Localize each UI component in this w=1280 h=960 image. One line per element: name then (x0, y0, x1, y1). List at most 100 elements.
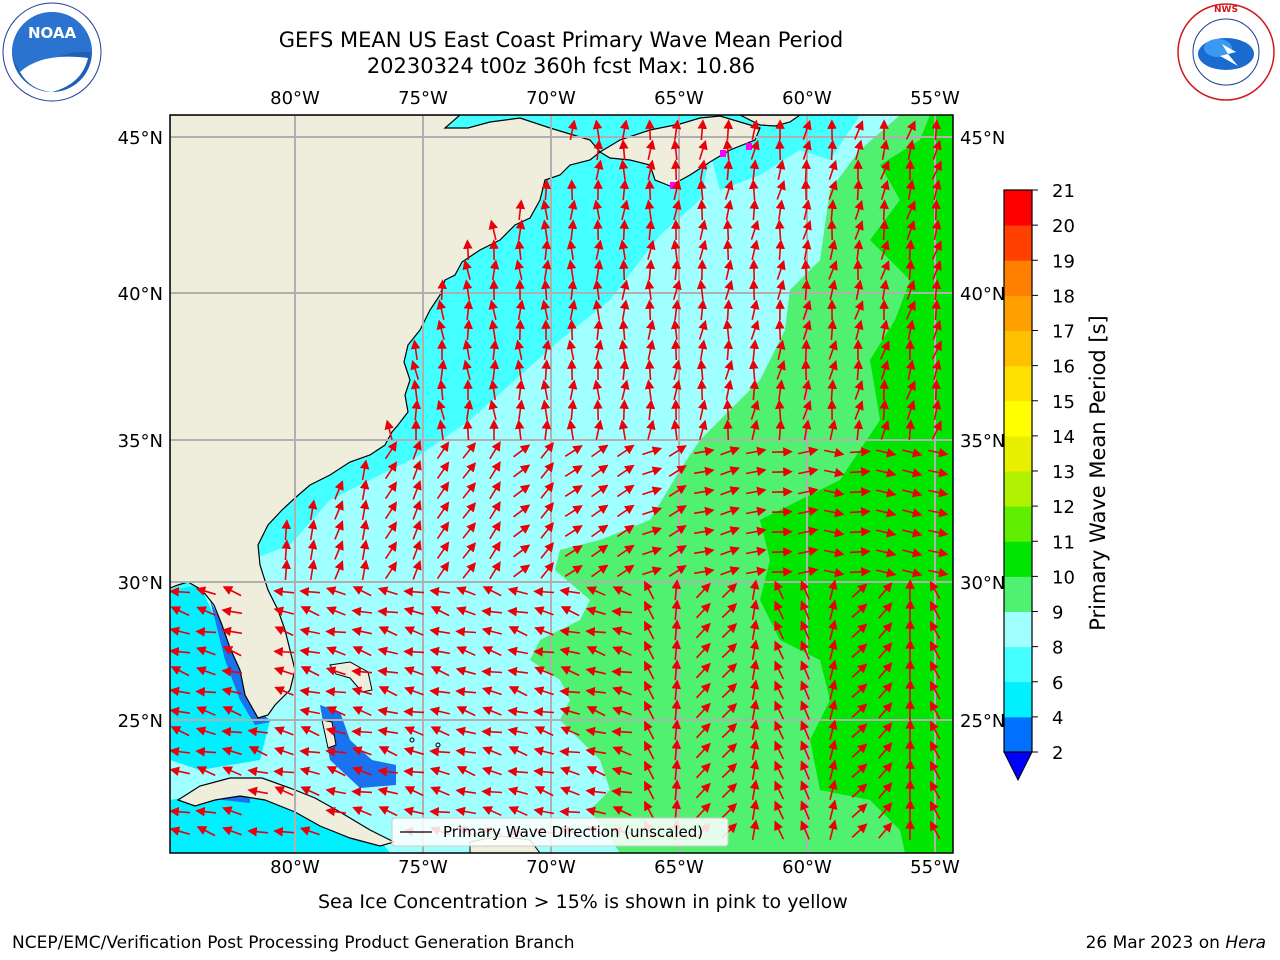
wave-arrow (828, 359, 838, 380)
wave-arrow (533, 647, 555, 657)
wave-arrow (489, 461, 501, 480)
wave-arrow (412, 500, 422, 520)
wave-arrow (749, 619, 760, 641)
wave-arrow (594, 159, 604, 180)
wave-arrow (750, 419, 760, 440)
wave-arrow (745, 466, 767, 477)
wave-arrow (410, 359, 420, 380)
wave-arrow (488, 379, 499, 401)
wave-arrow (489, 359, 500, 381)
wave-arrow (618, 159, 629, 181)
wave-arrow (671, 299, 682, 321)
wave-arrow (800, 760, 810, 780)
wave-arrow (299, 626, 320, 637)
wave-arrow (931, 399, 942, 421)
wave-arrow (489, 521, 501, 540)
wave-arrow (854, 139, 864, 160)
wave-arrow (455, 627, 477, 637)
wave-arrow (801, 239, 812, 261)
wave-arrow (593, 259, 604, 281)
wave-arrow (671, 699, 682, 721)
wave-arrow (566, 419, 577, 441)
wave-arrow (378, 686, 398, 697)
wave-arrow (906, 399, 916, 420)
wave-arrow (824, 527, 845, 538)
wave-arrow (482, 746, 502, 756)
wave-arrow (412, 560, 422, 580)
wave-arrow (196, 666, 216, 676)
wave-arrow (693, 526, 715, 537)
wave-arrow (489, 541, 501, 560)
wave-arrow (697, 299, 708, 321)
wave-arrow (800, 720, 810, 740)
wave-arrow (749, 579, 760, 601)
wave-arrow (801, 379, 812, 400)
colorbar-tick-label: 21 (1052, 181, 1075, 202)
date-credit-host: Hera (1225, 933, 1266, 953)
wave-arrow (514, 359, 525, 381)
wave-arrow (564, 445, 583, 457)
wave-arrow (436, 541, 450, 560)
period-zone-bright-green (760, 115, 953, 853)
wave-arrow (482, 646, 502, 657)
wave-arrow (878, 802, 893, 819)
wave-arrow (507, 766, 529, 777)
wave-arrow (540, 441, 554, 459)
wave-arrow (879, 219, 889, 241)
wave-arrow (928, 527, 949, 538)
wave-arrow (507, 586, 528, 596)
wave-arrow (515, 399, 526, 421)
wave-arrow (931, 219, 942, 241)
wave-arrow (695, 782, 711, 799)
wave-arrow (876, 568, 897, 578)
wave-arrow (592, 119, 603, 141)
bermuda-island (409, 737, 415, 743)
wave-arrow (462, 462, 477, 479)
wave-arrow (222, 766, 242, 776)
wave-arrow (591, 504, 609, 518)
colorbar-label: Primary Wave Mean Period [s] (1086, 315, 1110, 631)
colorbar-tick-label: 9 (1052, 603, 1063, 624)
svg-text:NWS: NWS (1214, 5, 1238, 15)
wave-arrow (824, 567, 845, 578)
producer-credit: NCEP/EMC/Verification Post Processing Pr… (12, 933, 575, 953)
wave-arrow (273, 606, 294, 616)
wave-arrow (774, 780, 785, 800)
wave-arrow (693, 486, 715, 497)
wave-arrow (929, 780, 941, 800)
wave-arrow (798, 546, 819, 557)
colorbar-segment (1004, 681, 1032, 718)
wave-arrow (827, 239, 838, 260)
wave-arrow (879, 279, 890, 301)
wave-arrow (695, 622, 711, 639)
wave-arrow (592, 299, 603, 321)
wave-arrow (646, 319, 656, 340)
wave-arrow (775, 199, 786, 221)
wave-arrow (905, 239, 916, 261)
wave-arrow (878, 642, 893, 659)
wave-arrow (462, 502, 477, 519)
wave-arrow (195, 726, 216, 736)
wave-arrow (723, 159, 734, 181)
wave-arrow (929, 660, 941, 680)
wave-arrow (644, 720, 655, 740)
wave-arrow (776, 180, 786, 200)
wave-arrow (195, 806, 217, 817)
wave-arrow (618, 319, 629, 341)
wave-arrow (359, 479, 370, 501)
wave-arrow (273, 746, 294, 756)
wave-arrow (828, 699, 838, 720)
wave-arrow (591, 464, 609, 478)
wave-arrow (564, 465, 583, 477)
wave-arrow (559, 686, 581, 697)
wave-arrow (299, 686, 321, 697)
wave-arrow (462, 522, 477, 539)
wave-arrow (798, 466, 819, 477)
wave-arrow (695, 702, 711, 719)
wave-arrow (929, 680, 941, 700)
wave-arrow (351, 686, 372, 696)
map-title: GEFS MEAN US East Coast Primary Wave Mea… (170, 27, 952, 79)
wave-arrow (851, 583, 868, 598)
wave-arrow (307, 519, 318, 541)
wave-arrow (618, 339, 629, 361)
